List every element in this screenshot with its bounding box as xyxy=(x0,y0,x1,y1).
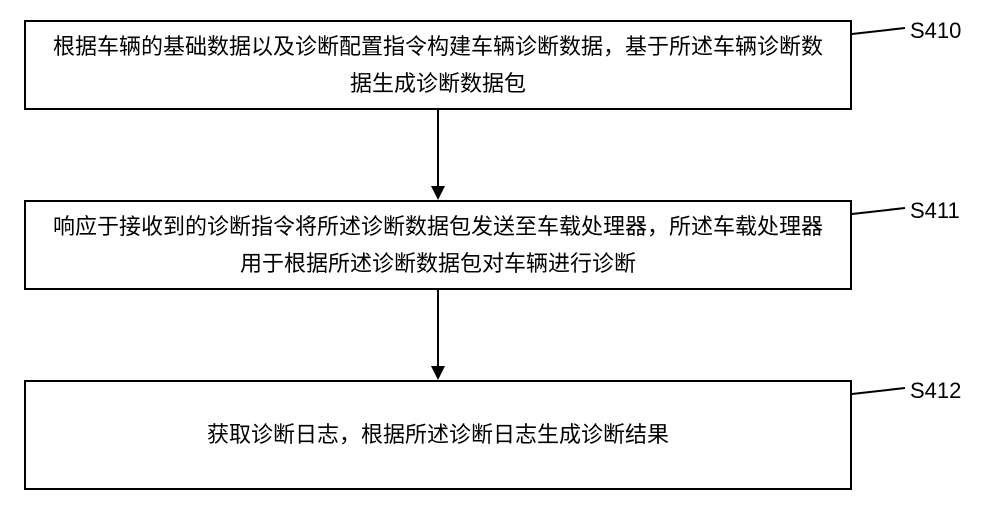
flow-node-s412: 获取诊断日志，根据所述诊断日志生成诊断结果 xyxy=(24,380,852,490)
arrow-s411-s412 xyxy=(428,290,448,380)
flow-node-s411: 响应于接收到的诊断指令将所述诊断数据包发送至车载处理器，所述车载处理器用于根据所… xyxy=(24,200,852,290)
leader-line-s412 xyxy=(852,382,910,398)
leader-line-s411 xyxy=(852,202,910,218)
flow-label-s410: S410 xyxy=(910,18,961,44)
flow-label-s412: S412 xyxy=(910,378,961,404)
flow-node-s412-text: 获取诊断日志，根据所述诊断日志生成诊断结果 xyxy=(207,416,669,453)
arrow-s410-s411 xyxy=(428,110,448,200)
flowchart-canvas: 根据车辆的基础数据以及诊断配置指令构建车辆诊断数据，基于所述车辆诊断数据生成诊断… xyxy=(0,0,1000,522)
flow-node-s410-text: 根据车辆的基础数据以及诊断配置指令构建车辆诊断数据，基于所述车辆诊断数据生成诊断… xyxy=(46,28,830,103)
flow-label-s411: S411 xyxy=(910,198,960,224)
flow-node-s410: 根据车辆的基础数据以及诊断配置指令构建车辆诊断数据，基于所述车辆诊断数据生成诊断… xyxy=(24,20,852,110)
flow-node-s411-text: 响应于接收到的诊断指令将所述诊断数据包发送至车载处理器，所述车载处理器用于根据所… xyxy=(46,208,830,283)
leader-line-s410 xyxy=(852,22,910,38)
